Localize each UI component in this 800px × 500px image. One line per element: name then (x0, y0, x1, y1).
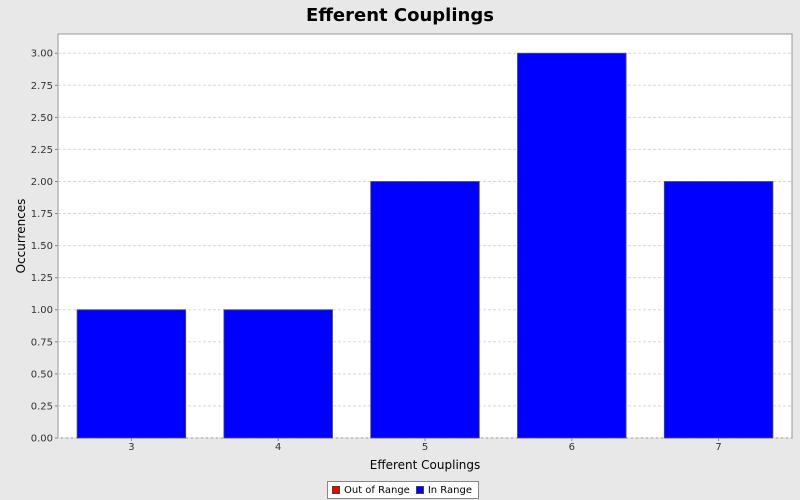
y-tick-label: 1.00 (31, 305, 53, 316)
x-axis: 3 4 5 6 7 (128, 438, 722, 453)
legend: Out of Range In Range (327, 481, 479, 499)
y-tick-label: 1.25 (31, 273, 53, 284)
y-tick-label: 0.00 (31, 434, 53, 445)
bar-5 (370, 181, 480, 439)
y-tick-label: 2.50 (31, 113, 53, 124)
bar-7 (663, 181, 774, 439)
bar-6 (517, 52, 627, 439)
y-tick-label: 0.75 (31, 337, 53, 348)
legend-item-in-range: In Range (415, 484, 472, 496)
y-axis: 0.00 0.25 0.50 0.75 1.00 1.25 1.50 1.75 2.00 2.25… (31, 49, 58, 445)
chart-title: Efferent Couplings (306, 5, 494, 26)
x-tick-label: 7 (715, 442, 721, 453)
y-tick-label: 2.00 (31, 177, 53, 188)
x-tick-label: 4 (275, 442, 281, 453)
y-tick-label: 0.25 (31, 401, 53, 412)
y-axis-label: Occurrences (14, 199, 28, 274)
y-tick-label: 1.50 (31, 241, 53, 252)
legend-label: In Range (427, 484, 472, 496)
y-tick-label: 2.25 (31, 145, 53, 156)
x-tick-label: 5 (422, 442, 428, 453)
legend-swatch-blue (415, 486, 424, 494)
y-tick-label: 1.75 (31, 209, 53, 220)
legend-label: Out of Range (344, 484, 410, 496)
y-tick-label: 3.00 (31, 49, 53, 60)
x-tick-label: 6 (569, 442, 575, 453)
x-axis-label: Efferent Couplings (370, 458, 481, 472)
bars (76, 52, 774, 439)
bar-3 (76, 309, 187, 439)
y-tick-label: 2.75 (31, 81, 53, 92)
x-tick-label: 3 (128, 442, 134, 453)
bar-4 (223, 309, 333, 439)
legend-swatch-red (332, 486, 340, 494)
y-tick-label: 0.50 (31, 369, 53, 380)
legend-item-out-of-range: Out of Range (332, 485, 410, 496)
